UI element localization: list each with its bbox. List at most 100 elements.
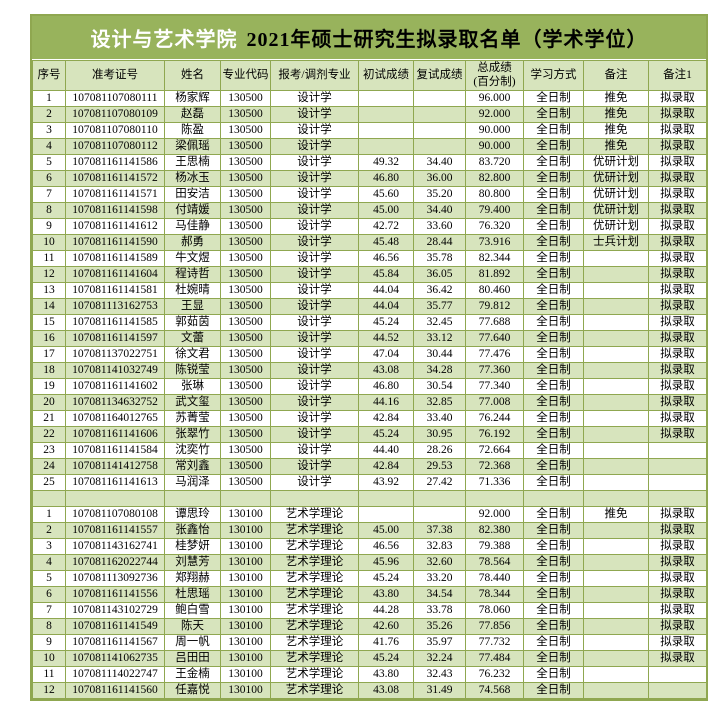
- table-cell: 全日制: [523, 634, 584, 651]
- table-cell: 130500: [220, 186, 271, 203]
- table-cell: 艺术学理论: [270, 618, 359, 635]
- table-cell: [583, 554, 649, 571]
- table-cell: 44.52: [358, 330, 414, 347]
- table-cell: 拟录取: [648, 506, 707, 523]
- table-row: 19 107081161141602 张琳 130500 设计学 46.80 30.54 77…: [32, 378, 707, 395]
- table-cell: 130100: [220, 554, 271, 571]
- table-cell: 拟录取: [648, 634, 707, 651]
- table-cell: 艺术学理论: [270, 666, 359, 683]
- table-cell: 艺术学理论: [270, 506, 359, 523]
- table-row: 4 107081162022744 刘慧芳 130100 艺术学理论 45.96 32.60…: [32, 554, 707, 571]
- table-cell: 130500: [220, 378, 271, 395]
- table-cell: 107081161141572: [65, 170, 165, 187]
- table-cell: 艺术学理论: [270, 586, 359, 603]
- table-cell: 29.53: [413, 458, 466, 475]
- table-cell: 7: [32, 602, 66, 619]
- table-cell: 设计学: [270, 394, 359, 411]
- table-cell: [358, 138, 414, 155]
- table-cell: 77.856: [465, 618, 524, 635]
- table-cell: 130500: [220, 442, 271, 459]
- column-header: 复试成绩: [413, 60, 466, 91]
- table-row: 25 107081161141613 马润泽 130500 设计学 43.92 27.42 7…: [32, 474, 707, 491]
- table-cell: 42.84: [358, 458, 414, 475]
- table-cell: 全日制: [523, 90, 584, 107]
- table-row: 16 107081161141597 文蕾 130500 设计学 44.52 33.12 77…: [32, 330, 707, 347]
- table-cell: [358, 122, 414, 139]
- table-cell: 72.368: [465, 458, 524, 475]
- table-cell: 34.40: [413, 154, 466, 171]
- table-cell: [413, 90, 466, 107]
- table-cell: 王金楠: [164, 666, 221, 683]
- table-cell: 33.40: [413, 410, 466, 427]
- table-row: 9 107081161141567 周一帆 130100 艺术学理论 41.76 35.97…: [32, 634, 707, 651]
- table-row: 7 107081143102729 鲍白雪 130100 艺术学理论 44.28 33.78…: [32, 602, 707, 619]
- table-cell: 130500: [220, 298, 271, 315]
- table-cell: 73.916: [465, 234, 524, 251]
- school-name: 设计与艺术学院: [90, 29, 238, 51]
- table-cell: 79.400: [465, 202, 524, 219]
- table-cell: 77.688: [465, 314, 524, 331]
- table-cell: 43.08: [358, 362, 414, 379]
- table-cell: 全日制: [523, 506, 584, 523]
- table-cell: 5: [32, 154, 66, 171]
- table-row: 9 107081161141612 马佳静 130500 设计学 42.72 33.60 76…: [32, 218, 707, 235]
- table-cell: 130500: [220, 250, 271, 267]
- table-cell: 44.04: [358, 298, 414, 315]
- table-cell: 79.812: [465, 298, 524, 315]
- table-cell: 107081161141586: [65, 154, 165, 171]
- table-cell: [583, 362, 649, 379]
- table-cell: 全日制: [523, 682, 584, 699]
- table-cell: 艺术学理论: [270, 522, 359, 539]
- table-cell: 46.56: [358, 250, 414, 267]
- table-cell: [583, 346, 649, 363]
- table-cell: 设计学: [270, 378, 359, 395]
- table-cell: 107081113092736: [65, 570, 165, 587]
- table-cell: 程诗哲: [164, 266, 221, 283]
- table-cell: 设计学: [270, 122, 359, 139]
- table-cell: 33.12: [413, 330, 466, 347]
- table-cell: 28.26: [413, 442, 466, 459]
- table-cell: 设计学: [270, 458, 359, 475]
- table-cell: 130100: [220, 682, 271, 699]
- table-cell: 43.80: [358, 666, 414, 683]
- table-cell: 全日制: [523, 330, 584, 347]
- table-cell: [583, 282, 649, 299]
- table-cell: 44.28: [358, 602, 414, 619]
- table-cell: 艺术学理论: [270, 554, 359, 571]
- table-row: 14 107081113162753 王显 130500 设计学 44.04 35.77 79…: [32, 298, 707, 315]
- table-cell: 42.72: [358, 218, 414, 235]
- table-cell: 全日制: [523, 570, 584, 587]
- table-cell: 全日制: [523, 122, 584, 139]
- table-cell: [583, 442, 649, 459]
- table-row: 18 107081141032749 陈锐莹 130500 设计学 43.08 34.28 7…: [32, 362, 707, 379]
- table-cell: 107081137022751: [65, 346, 165, 363]
- table-cell: 32.85: [413, 394, 466, 411]
- table-cell: 拟录取: [648, 522, 707, 539]
- table-cell: 28.44: [413, 234, 466, 251]
- table-cell: 拟录取: [648, 298, 707, 315]
- table-cell: 拟录取: [648, 394, 707, 411]
- table-cell: 全日制: [523, 266, 584, 283]
- table-cell: 14: [32, 298, 66, 315]
- table-row: 20 107081134632752 武文玺 130500 设计学 44.16 32.85 7…: [32, 394, 707, 411]
- table-cell: 郝勇: [164, 234, 221, 251]
- table-cell: 107081143102729: [65, 602, 165, 619]
- table-cell: 47.04: [358, 346, 414, 363]
- table-cell: 130500: [220, 314, 271, 331]
- table-cell: 82.800: [465, 170, 524, 187]
- table-cell: 107081161141584: [65, 442, 165, 459]
- table-cell: 苏菁莹: [164, 410, 221, 427]
- table-cell: 拟录取: [648, 186, 707, 203]
- table-row: 8 107081161141598 付靖媛 130500 设计学 45.00 34.40 79…: [32, 202, 707, 219]
- table-cell: 107081161141556: [65, 586, 165, 603]
- table-cell: 15: [32, 314, 66, 331]
- table-cell: 全日制: [523, 522, 584, 539]
- table-cell: 107081161141597: [65, 330, 165, 347]
- table-cell: 武文玺: [164, 394, 221, 411]
- table-cell: 桂梦妍: [164, 538, 221, 555]
- table-cell: 107081161141613: [65, 474, 165, 491]
- table-cell: 36.42: [413, 282, 466, 299]
- table-cell: 32.60: [413, 554, 466, 571]
- table-cell: 8: [32, 618, 66, 635]
- table-cell: 鲍白雪: [164, 602, 221, 619]
